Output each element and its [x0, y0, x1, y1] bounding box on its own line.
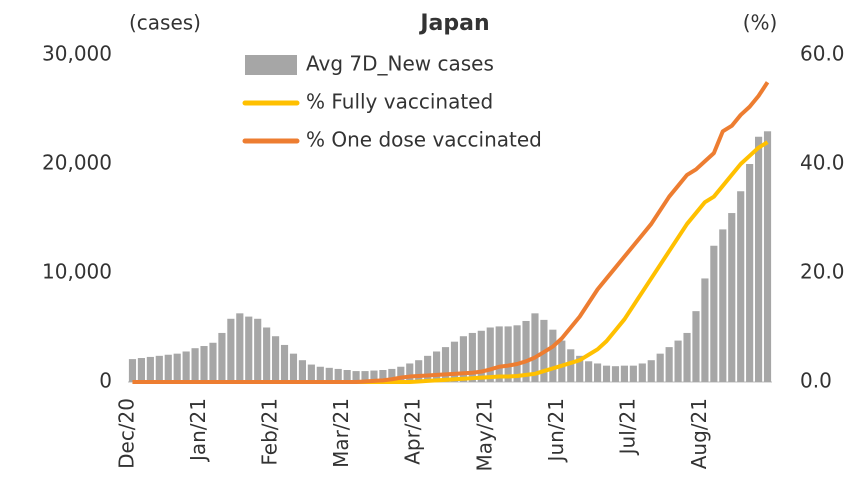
bar — [272, 336, 280, 382]
bar — [585, 361, 593, 382]
bar — [737, 191, 745, 382]
bar — [719, 229, 727, 382]
bar — [164, 354, 172, 382]
bar — [441, 347, 450, 382]
bar — [504, 326, 512, 382]
bar — [701, 278, 709, 382]
bar — [468, 332, 476, 382]
bar — [254, 318, 262, 382]
bar — [755, 136, 763, 382]
x-tick-label: Jun/21 — [544, 398, 568, 463]
bar — [343, 370, 351, 382]
bar — [155, 355, 163, 382]
bar — [173, 353, 181, 382]
bar — [647, 360, 655, 382]
bar — [710, 245, 718, 382]
bar — [388, 368, 396, 382]
bar — [629, 365, 637, 382]
bar — [594, 363, 602, 382]
bar — [513, 325, 521, 382]
bar — [316, 366, 324, 382]
bar — [683, 332, 691, 382]
line — [132, 81, 770, 384]
bar — [522, 320, 530, 382]
bar — [370, 370, 378, 382]
bar — [289, 353, 298, 382]
x-tick-label: Mar/21 — [329, 398, 353, 468]
legend-label: % Fully vaccinated — [306, 90, 493, 114]
bar — [218, 332, 226, 382]
bar — [746, 164, 754, 382]
y2-tick-label: 0.0 — [800, 369, 832, 393]
bar — [433, 351, 441, 382]
bar — [415, 360, 423, 382]
bar — [558, 340, 566, 382]
bar — [325, 367, 333, 382]
bar — [576, 355, 584, 382]
bar — [334, 368, 342, 382]
bar — [477, 330, 485, 382]
y2-tick-label: 40.0 — [800, 151, 845, 175]
bar — [307, 364, 315, 382]
y-tick-label: 20,000 — [42, 151, 112, 175]
bar — [656, 353, 664, 382]
y2-axis-label: (%) — [743, 11, 778, 35]
x-tick-label: Feb/21 — [258, 398, 282, 466]
bar — [352, 371, 360, 382]
bar — [236, 313, 244, 382]
y-axis-label: (cases) — [129, 11, 201, 35]
x-tick-label: Aug/21 — [687, 398, 711, 469]
bar — [620, 365, 628, 382]
bar — [549, 329, 557, 382]
bar — [263, 327, 271, 382]
bar — [379, 370, 387, 382]
bar — [209, 342, 217, 382]
bar — [531, 313, 539, 382]
bar — [128, 359, 137, 382]
bar — [665, 347, 673, 382]
bar — [674, 340, 682, 382]
legend-label: % One dose vaccinated — [306, 128, 542, 152]
x-tick-label: Jul/21 — [615, 398, 639, 456]
bar — [280, 344, 289, 382]
bar — [486, 327, 494, 382]
bar — [728, 213, 736, 382]
bar — [602, 365, 611, 382]
bar — [146, 356, 154, 382]
chart-title: Japan — [418, 11, 489, 36]
bar — [406, 363, 414, 382]
bar — [245, 316, 253, 382]
y2-tick-label: 20.0 — [800, 260, 845, 284]
bar — [638, 363, 646, 382]
bar — [495, 326, 503, 382]
bar — [459, 336, 467, 382]
bar — [227, 318, 235, 382]
bar — [137, 358, 145, 382]
legend-label: Avg 7D_New cases — [306, 52, 494, 76]
bar — [611, 366, 620, 382]
bar — [567, 349, 575, 382]
x-tick-label: Apr/21 — [401, 398, 425, 465]
bar — [397, 366, 405, 382]
bar — [361, 371, 369, 382]
legend-swatch — [245, 55, 297, 75]
x-tick-label: Jan/21 — [186, 398, 210, 463]
y2-tick-label: 60.0 — [800, 42, 845, 66]
bar — [298, 360, 306, 382]
bar — [692, 311, 700, 382]
bar — [450, 341, 459, 382]
bar — [424, 355, 432, 382]
bar — [182, 351, 190, 382]
bar — [200, 346, 208, 382]
y-tick-label: 30,000 — [42, 42, 112, 66]
y-tick-label: 10,000 — [42, 260, 112, 284]
y-tick-label: 0 — [99, 369, 112, 393]
x-tick-label: May/21 — [472, 398, 496, 472]
bar — [191, 348, 199, 382]
x-tick-label: Dec/20 — [115, 398, 139, 469]
bar — [763, 131, 772, 382]
